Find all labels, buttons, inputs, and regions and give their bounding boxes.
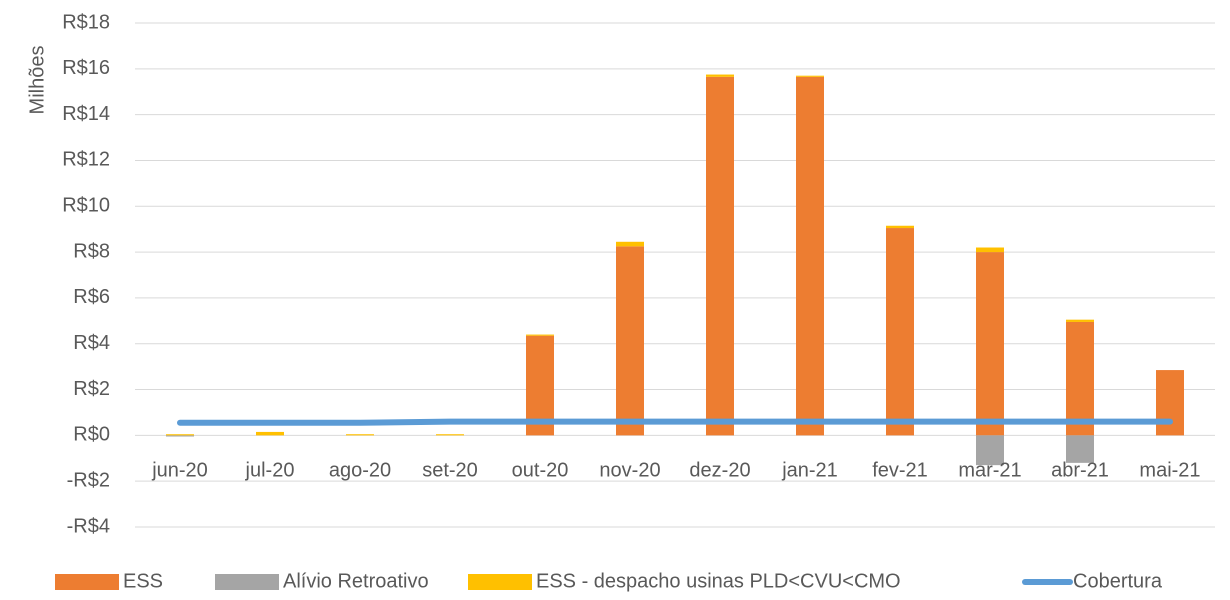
x-tick-label: out-20 [512,460,569,482]
x-tick-label: mar-21 [958,460,1021,482]
y-tick-label: R$8 [73,240,110,262]
x-tick-label: mai-21 [1139,460,1200,482]
x-tick-label: dez-20 [689,460,750,482]
bar [886,225,914,229]
x-tick-label: abr-21 [1051,460,1109,482]
bar [886,228,914,436]
bar [166,435,194,437]
x-tick-label: ago-20 [329,460,391,482]
legend-label: ESS - despacho usinas PLD<CVU<CMO [536,570,901,592]
y-tick-label: R$18 [62,11,110,33]
bar [796,75,824,77]
bar [976,435,1004,466]
y-tick-label: R$2 [73,378,110,400]
bar [1066,319,1094,322]
bar [706,76,734,436]
legend-swatch [468,574,532,590]
y-tick-label: -R$4 [67,515,110,537]
bar [976,247,1004,253]
x-tick-label: jul-20 [245,460,295,482]
line [177,418,1173,426]
x-tick-label: nov-20 [599,460,660,482]
bar [616,246,644,436]
bar [976,252,1004,436]
legend-swatch [215,574,279,590]
legend-label: Cobertura [1073,570,1163,592]
x-tick-label: set-20 [422,460,478,482]
y-tick-label: R$12 [62,149,110,171]
y-axis-title: Milhões [26,46,48,115]
y-tick-label: R$6 [73,286,110,308]
bar [166,434,194,436]
y-tick-label: R$14 [62,103,110,125]
bar [1066,321,1094,436]
y-tick-label: R$10 [62,195,110,217]
bar [256,431,284,436]
y-tick-label: -R$2 [67,469,110,491]
x-tick-label: fev-21 [872,460,928,482]
bar [706,74,734,77]
legend-label: ESS [123,570,163,592]
y-tick-label: R$4 [73,332,110,354]
bar [436,434,464,436]
bar [616,241,644,247]
y-tick-label: R$16 [62,57,110,79]
x-tick-label: jan-21 [781,460,838,482]
x-tick-label: jun-20 [151,460,208,482]
bar [1156,370,1184,436]
legend-label: Alívio Retroativo [283,570,429,592]
y-tick-label: R$0 [73,424,110,446]
bar [796,76,824,436]
bar [526,334,554,336]
bar [1066,435,1094,463]
bar [346,434,374,436]
legend-swatch [55,574,119,590]
